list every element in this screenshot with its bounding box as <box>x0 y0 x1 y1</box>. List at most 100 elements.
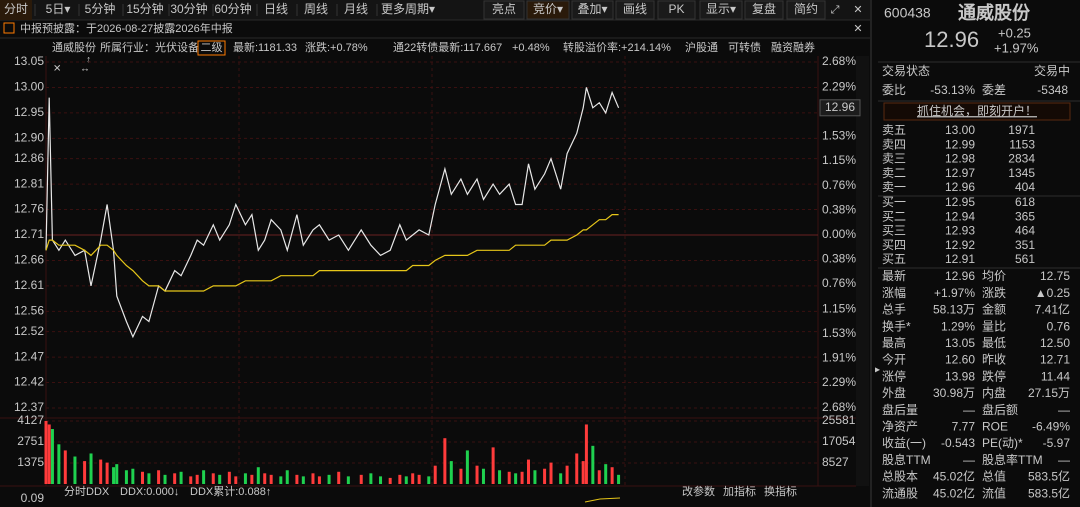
tab[interactable]: 分时 <box>4 2 28 16</box>
book-label: 卖五 <box>882 123 906 137</box>
volume-bar <box>327 474 331 484</box>
volume-bar <box>597 470 601 484</box>
book-label: 买三 <box>882 224 906 238</box>
stat-value: 1.29% <box>941 319 975 333</box>
indicator-button[interactable]: 改参数 <box>682 484 715 498</box>
book-label: 卖二 <box>882 166 906 180</box>
tool-button[interactable]: 亮点 <box>492 1 516 16</box>
book-volume: 1345 <box>1008 166 1035 180</box>
chart-icon[interactable]: ↔ <box>80 64 90 75</box>
stat-label: 最高 <box>882 335 906 350</box>
y-tick-label: 12.66 <box>14 253 44 267</box>
y-tick-label: 12.47 <box>14 349 44 363</box>
stat-label: 外盘 <box>882 385 906 400</box>
close-notice[interactable]: ✕ <box>853 23 862 35</box>
tab[interactable]: 更多周期▾ <box>381 2 435 16</box>
banner[interactable]: 抓住机会，即刻开户！ <box>917 103 1037 118</box>
volume-bar <box>301 476 305 484</box>
stat-label: 净资产 <box>882 419 918 433</box>
stat-label: 换手* <box>882 319 911 333</box>
info-tag[interactable]: 沪股通 <box>685 40 718 54</box>
y2-tick-label: 0.38% <box>822 252 856 266</box>
chart-icon[interactable]: ✕ <box>53 64 61 75</box>
volume-bar <box>73 456 77 484</box>
tool-button[interactable]: 显示▾ <box>706 2 736 16</box>
tool-button[interactable]: 画线 <box>623 2 647 16</box>
volume-bar <box>202 470 206 484</box>
tool-button[interactable]: 简约 <box>794 1 818 16</box>
tab[interactable]: 15分钟 <box>126 1 163 16</box>
stat-label: 跌停 <box>982 368 1006 383</box>
tab[interactable]: 60分钟 <box>214 1 251 16</box>
banner-box[interactable] <box>883 102 1071 121</box>
y-tick-label: 12.42 <box>14 375 44 389</box>
tab[interactable]: 月线 <box>344 2 368 16</box>
volume-bar <box>44 421 48 484</box>
tab[interactable]: 5日▾ <box>46 2 71 16</box>
stat-value: 12.75 <box>1040 269 1070 283</box>
stock-change-pct: +1.97% <box>994 40 1039 55</box>
y-tick-label: 12.71 <box>14 227 44 241</box>
volume-bar <box>337 471 341 484</box>
stat-value: 12.50 <box>1040 336 1070 350</box>
y2-tick-label: 1.15% <box>822 153 856 167</box>
stat-value: 58.13万 <box>933 303 975 317</box>
book-price: 12.95 <box>945 195 975 209</box>
collapse-arrow[interactable]: ▸ <box>875 365 880 376</box>
y2-tick-label: 0.38% <box>822 203 856 217</box>
stock-code: 600438 <box>884 5 931 21</box>
volume-bar <box>115 464 119 484</box>
stat-label: 昨收 <box>982 353 1006 367</box>
volume-bar <box>157 470 161 484</box>
info-bond-change: +0.48% <box>512 42 550 54</box>
y-tick-label: 12.81 <box>14 176 44 190</box>
volume-bar <box>179 471 183 484</box>
book-price: 12.93 <box>945 224 975 238</box>
book-volume: 464 <box>1015 224 1035 238</box>
info-tag[interactable]: 可转债 <box>728 40 761 54</box>
stat-value: 45.02亿 <box>933 469 975 484</box>
stat-value: 11.44 <box>1041 369 1070 383</box>
volume-bar <box>481 468 485 484</box>
volume-bar <box>256 467 260 484</box>
tab[interactable]: 日线 <box>264 2 288 16</box>
stat-value: 27.15万 <box>1028 386 1070 400</box>
volume-bar <box>263 473 267 484</box>
tool-button-bg <box>571 0 614 20</box>
indicator-button[interactable]: 加指标 <box>723 484 756 498</box>
info-bond: 通22转债最新:117.667 <box>393 40 502 54</box>
volume-bar <box>369 473 373 484</box>
book-price: 12.98 <box>945 152 975 166</box>
stat-label: 盘后额 <box>982 402 1018 417</box>
volume-bar <box>285 470 289 484</box>
stat-label: 盘后量 <box>882 402 918 417</box>
tool-button[interactable]: 竞价▾ <box>533 2 563 16</box>
stock-change: +0.25 <box>998 25 1031 40</box>
volume-bar <box>459 468 463 484</box>
window-button[interactable]: ✕ <box>853 4 862 16</box>
volume-bar <box>89 453 93 484</box>
window-button[interactable]: ⤢ <box>831 4 840 16</box>
volume-bar <box>610 467 614 484</box>
volume-bar <box>575 453 579 484</box>
tool-button-bg <box>483 0 525 20</box>
tool-button[interactable]: 叠加▾ <box>577 2 607 16</box>
chart-icon[interactable]: ↕ <box>86 55 91 66</box>
status: 交易中 <box>1034 63 1070 78</box>
tool-button[interactable]: 复盘 <box>752 1 776 16</box>
volume-bar <box>211 473 215 484</box>
stat-label: 今开 <box>882 352 906 367</box>
price-line <box>45 87 620 339</box>
tab[interactable]: 30分钟 <box>170 1 207 16</box>
book-volume: 351 <box>1015 238 1035 252</box>
tool-button[interactable]: PK <box>668 2 684 16</box>
book-price: 12.91 <box>945 252 975 266</box>
y-tick-label: 12.86 <box>14 151 44 165</box>
tab[interactable]: 周线 <box>304 2 328 16</box>
tab[interactable]: 5分钟 <box>85 1 116 16</box>
indicator-button[interactable]: 换指标 <box>764 484 797 498</box>
info-name: 通威股份 <box>52 41 96 54</box>
y-tick-label: 12.37 <box>14 400 44 414</box>
info-tag[interactable]: 融资融券 <box>771 40 815 54</box>
info-index-change: 涨跌:+0.78% <box>305 40 368 54</box>
